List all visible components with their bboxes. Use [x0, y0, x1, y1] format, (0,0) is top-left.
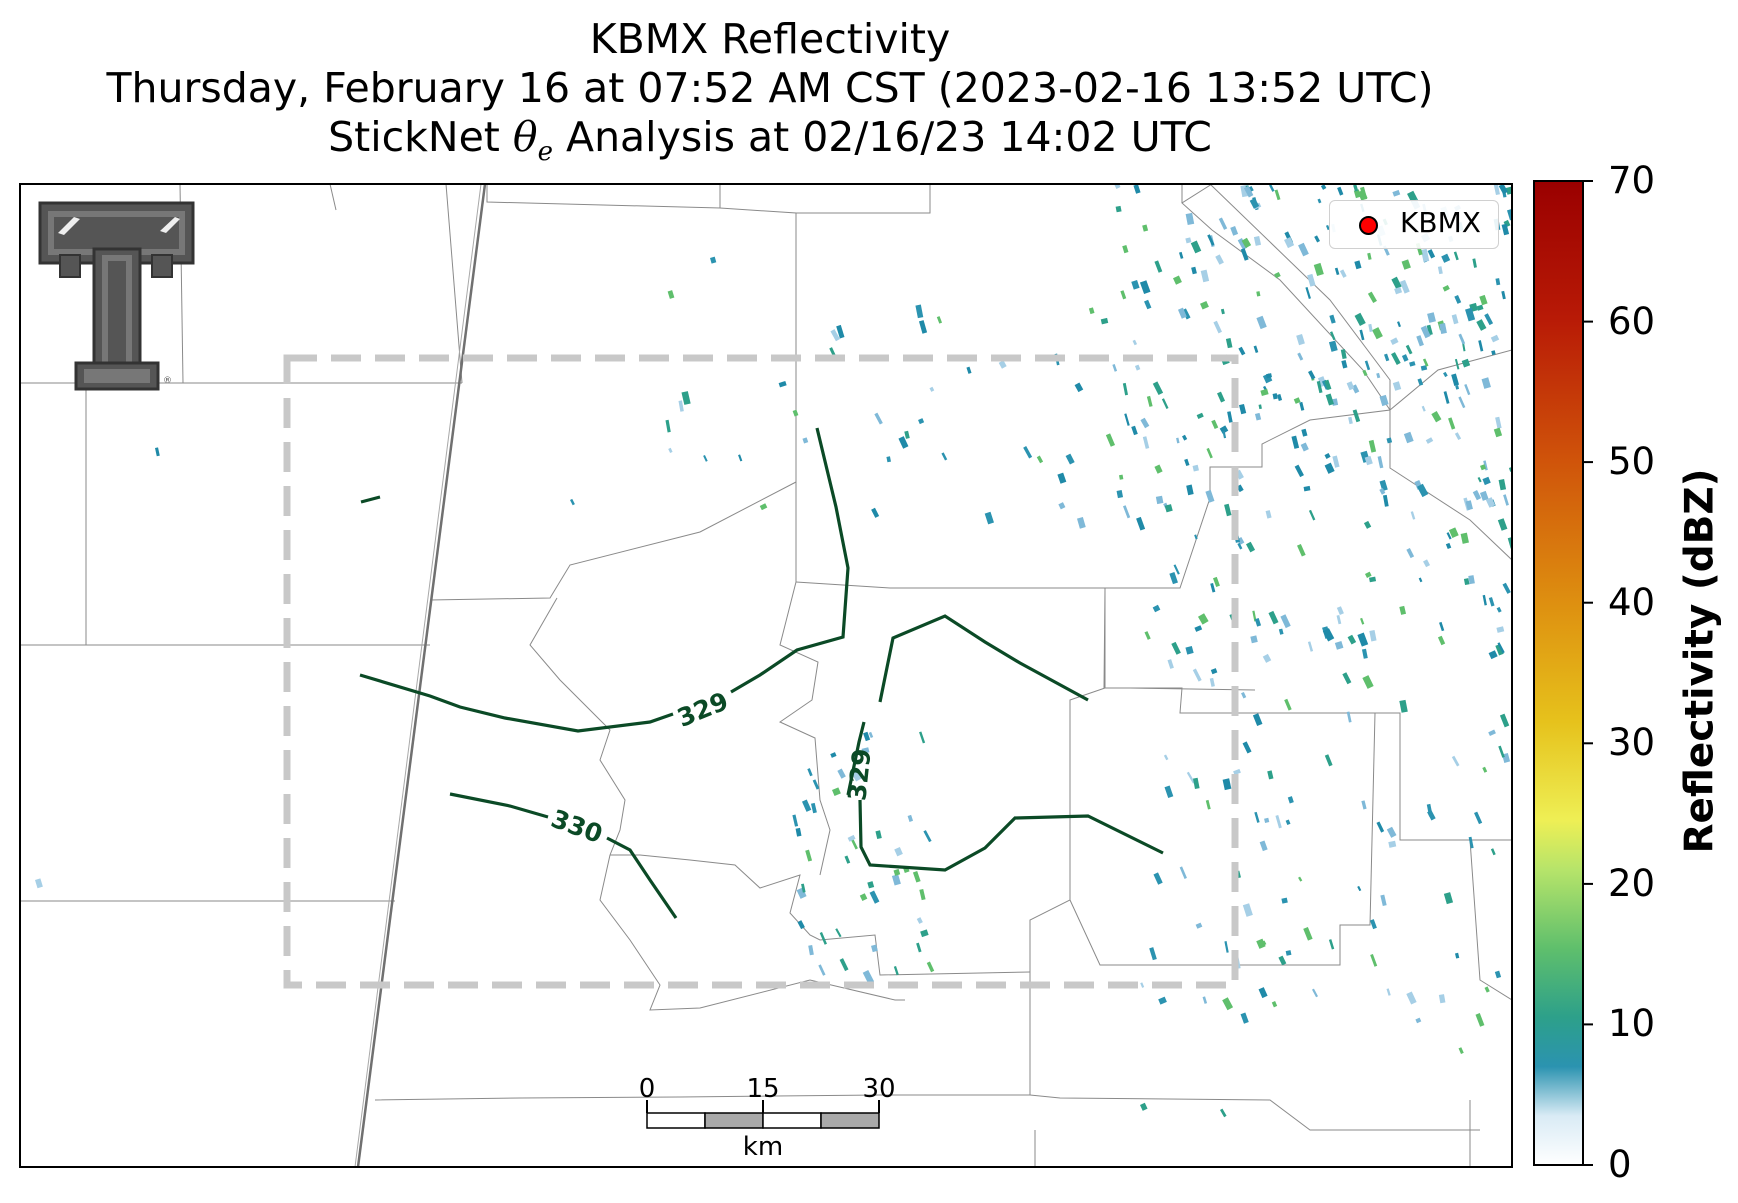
title-analysis: StickNet θe Analysis at 02/16/23 14:02 U… [328, 113, 1212, 168]
contour-line-329-east-c [878, 614, 1089, 703]
colorbar-tick-40: 40 [1608, 581, 1656, 624]
contour-line-329-west-b [730, 427, 850, 694]
state-boundary [356, 183, 487, 1168]
contour-label-329-east: 329 [842, 747, 876, 802]
colorbar-tick-50: 50 [1608, 440, 1656, 483]
scale-tick-30: 30 [862, 1074, 896, 1104]
contour-line-isolated [360, 495, 381, 504]
svg-text:®: ® [163, 376, 172, 386]
radar-site-marker-icon [1359, 216, 1378, 235]
scale-tick-0: 0 [638, 1074, 656, 1104]
scale-unit: km [742, 1132, 784, 1162]
colorbar [1533, 180, 1584, 1166]
colorbar-tick-60: 60 [1608, 300, 1656, 343]
colorbar-tick-10: 10 [1608, 1002, 1656, 1045]
colorbar-tick-0: 0 [1608, 1143, 1632, 1186]
contour-line-330-a [449, 792, 549, 819]
map-area [20, 184, 1512, 1167]
contour-line-330-b [606, 836, 678, 919]
title-radar: KBMX Reflectivity [589, 15, 951, 63]
double-t-logo: ® [38, 201, 195, 391]
legend-label: KBMX [1400, 206, 1481, 239]
scale-bar [646, 1100, 880, 1129]
colorbar-tick-30: 30 [1608, 721, 1656, 764]
scale-tick-15: 15 [746, 1074, 780, 1104]
contour-line-329-east-b [858, 799, 1164, 872]
colorbar-tick-70: 70 [1608, 159, 1656, 202]
analysis-domain-box [283, 354, 1239, 989]
contour-line-329-west [359, 673, 674, 733]
reflectivity-echoes [34, 184, 1512, 1118]
theta-e-contours [359, 427, 1164, 919]
colorbar-tick-20: 20 [1608, 862, 1656, 905]
legend: KBMX [1329, 200, 1499, 249]
title-datetime: Thursday, February 16 at 07:52 AM CST (2… [106, 64, 1434, 112]
colorbar-label: Reflectivity (dBZ) [1677, 468, 1723, 854]
contour-line-329-east-a [846, 721, 866, 796]
colorbar-ticks [1583, 180, 1593, 1166]
